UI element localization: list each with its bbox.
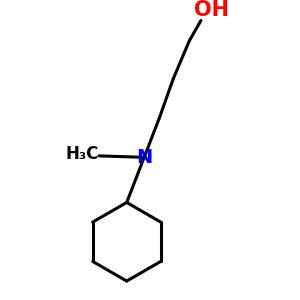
- Text: OH: OH: [194, 0, 229, 20]
- Text: N: N: [136, 148, 152, 167]
- Text: H₃C: H₃C: [65, 146, 99, 164]
